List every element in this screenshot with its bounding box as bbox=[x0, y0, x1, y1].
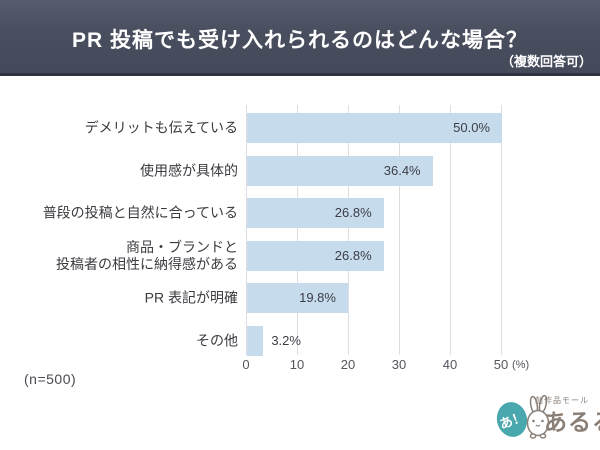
gridline-30 bbox=[398, 105, 400, 355]
rabbit-icon bbox=[526, 394, 550, 439]
x-tick-label-0: 0 bbox=[242, 357, 250, 372]
gridline-40 bbox=[449, 105, 451, 355]
gridline-10 bbox=[296, 105, 298, 355]
category-label: 普段の投稿と自然に合っている bbox=[42, 204, 238, 221]
value-label: 19.8% bbox=[299, 290, 336, 305]
bar bbox=[247, 113, 502, 143]
multiple-answers-note: （複数回答可） bbox=[500, 54, 592, 69]
bar bbox=[247, 155, 433, 186]
value-label: 3.2% bbox=[271, 332, 301, 348]
x-tick-label-20: 20 bbox=[340, 357, 356, 372]
x-axis-unit-label: (%) bbox=[512, 359, 530, 371]
gridline-20 bbox=[347, 105, 349, 355]
sample-size-label: (n=500) bbox=[24, 371, 77, 387]
value-label: 50.0% bbox=[453, 120, 490, 135]
gridline-50 bbox=[500, 105, 502, 355]
value-label: 26.8% bbox=[334, 247, 372, 263]
bar bbox=[247, 325, 264, 356]
value-label: 36.4% bbox=[383, 162, 421, 178]
logo-tagline: 創作品モール bbox=[535, 396, 589, 405]
category-label: 商品・ブランドと 投稿者の相性に納得感がある bbox=[56, 238, 238, 272]
chart-title: PR 投稿でも受け入れられるのはどんな場合？ bbox=[71, 29, 528, 52]
x-tick-label-50: 50 bbox=[493, 357, 509, 372]
header-band: PR 投稿でも受け入れられるのはどんな場合？ （複数回答可） bbox=[0, 0, 600, 76]
bar bbox=[247, 198, 384, 228]
logo-brand: あるる bbox=[544, 409, 600, 435]
x-tick-label-40: 40 bbox=[442, 357, 458, 372]
bar bbox=[247, 240, 384, 271]
gridline-0 bbox=[245, 105, 247, 355]
value-label: 26.8% bbox=[334, 205, 372, 220]
category-label: その他 bbox=[196, 332, 238, 348]
bar bbox=[247, 283, 348, 313]
x-tick-label-10: 10 bbox=[289, 357, 305, 372]
alulu-logo: あ！ 創作品モール あるる bbox=[493, 390, 600, 444]
category-label: 使用感が具体的 bbox=[140, 162, 238, 178]
category-label: PR 表記が明確 bbox=[144, 289, 238, 306]
x-tick-label-30: 30 bbox=[391, 357, 407, 372]
category-label: デメリットも伝えている bbox=[84, 119, 238, 136]
